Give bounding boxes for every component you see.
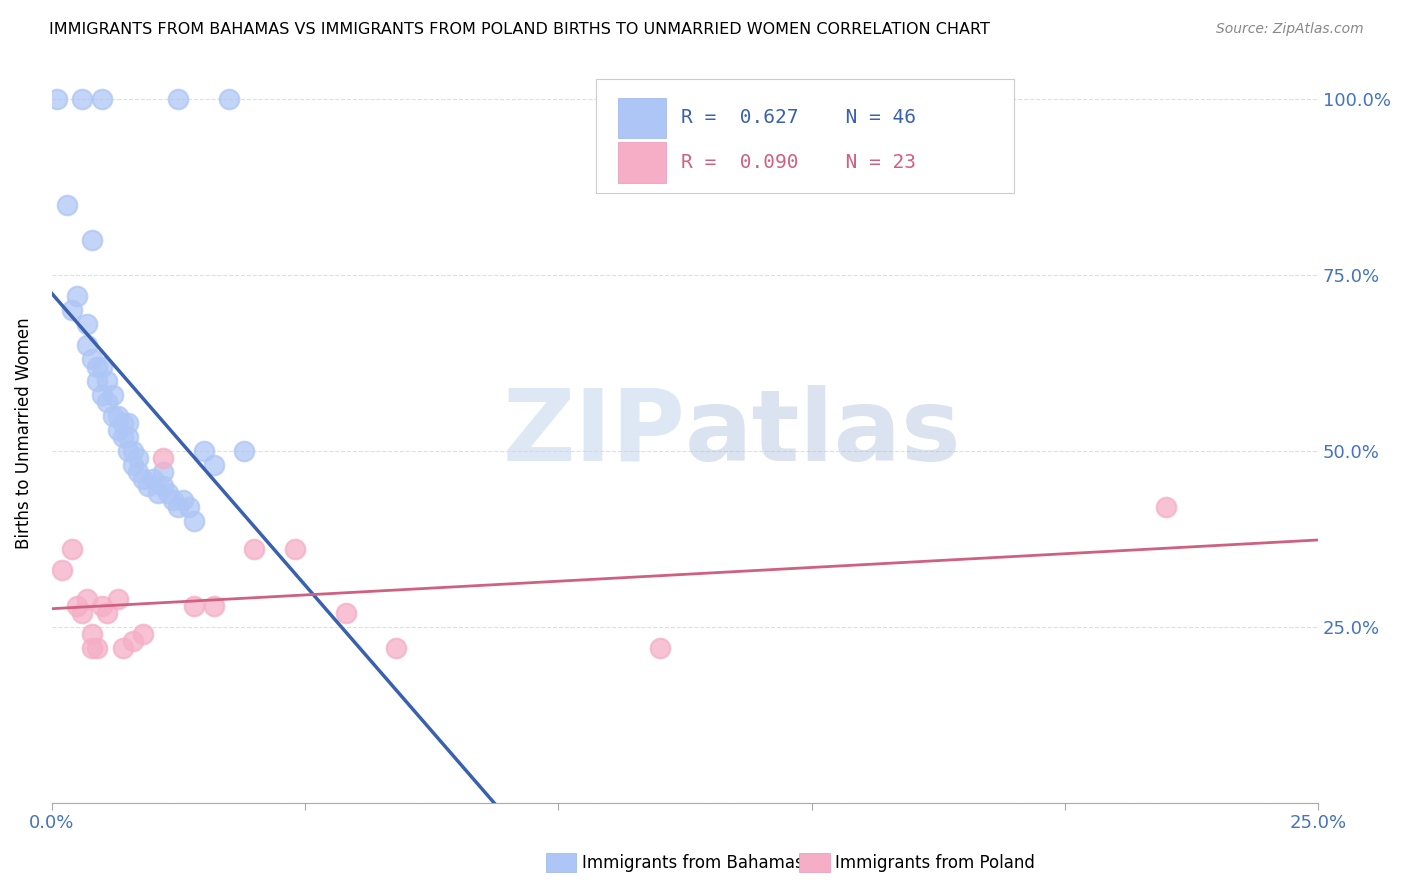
Point — [70, 92, 93, 106]
Point — [172, 493, 194, 508]
Point — [86, 359, 108, 374]
Text: R =  0.627    N = 46: R = 0.627 N = 46 — [681, 109, 917, 128]
Point — [132, 627, 155, 641]
Point — [132, 472, 155, 486]
Point — [45, 92, 67, 106]
Point — [111, 416, 134, 430]
Point — [202, 599, 225, 613]
Point — [183, 514, 205, 528]
FancyBboxPatch shape — [596, 78, 1014, 194]
Point — [96, 606, 118, 620]
Point — [233, 444, 256, 458]
Y-axis label: Births to Unmarried Women: Births to Unmarried Women — [15, 318, 32, 549]
Point — [121, 458, 143, 472]
Point — [86, 374, 108, 388]
Point — [335, 606, 357, 620]
Point — [107, 591, 129, 606]
Point — [60, 303, 83, 318]
Point — [157, 486, 180, 500]
Text: Immigrants from Poland: Immigrants from Poland — [835, 854, 1035, 871]
Bar — [617, 142, 666, 183]
Point — [76, 591, 98, 606]
Point — [1154, 500, 1177, 515]
Point — [66, 289, 89, 303]
Point — [70, 606, 93, 620]
Point — [76, 338, 98, 352]
Point — [177, 500, 200, 515]
Point — [66, 599, 89, 613]
Point — [117, 444, 139, 458]
Point — [167, 500, 190, 515]
Point — [101, 409, 124, 423]
Point — [117, 430, 139, 444]
Text: Source: ZipAtlas.com: Source: ZipAtlas.com — [1216, 22, 1364, 37]
Point — [51, 564, 73, 578]
Point — [142, 472, 165, 486]
Point — [183, 599, 205, 613]
Point — [76, 318, 98, 332]
Point — [96, 374, 118, 388]
Point — [60, 542, 83, 557]
Point — [152, 450, 174, 465]
Point — [91, 599, 114, 613]
Point — [86, 640, 108, 655]
Point — [82, 627, 104, 641]
Point — [117, 416, 139, 430]
Point — [152, 479, 174, 493]
Point — [91, 387, 114, 401]
Point — [152, 465, 174, 479]
Point — [121, 633, 143, 648]
Point — [56, 198, 79, 212]
Point — [136, 479, 159, 493]
Point — [111, 430, 134, 444]
Point — [107, 409, 129, 423]
Point — [107, 423, 129, 437]
Point — [121, 444, 143, 458]
Point — [243, 542, 266, 557]
Point — [111, 640, 134, 655]
Point — [91, 92, 114, 106]
Point — [167, 92, 190, 106]
Point — [96, 394, 118, 409]
Point — [202, 458, 225, 472]
Point — [91, 359, 114, 374]
Text: atlas: atlas — [685, 384, 962, 482]
Text: Immigrants from Bahamas: Immigrants from Bahamas — [582, 854, 804, 871]
Text: IMMIGRANTS FROM BAHAMAS VS IMMIGRANTS FROM POLAND BIRTHS TO UNMARRIED WOMEN CORR: IMMIGRANTS FROM BAHAMAS VS IMMIGRANTS FR… — [49, 22, 990, 37]
Point — [284, 542, 307, 557]
Point — [648, 640, 671, 655]
Point — [193, 444, 215, 458]
Point — [101, 387, 124, 401]
Point — [127, 450, 149, 465]
Point — [218, 92, 240, 106]
Point — [385, 640, 408, 655]
Point — [82, 352, 104, 367]
Point — [82, 640, 104, 655]
Point — [82, 233, 104, 247]
Text: ZIP: ZIP — [502, 384, 685, 482]
Text: R =  0.090    N = 23: R = 0.090 N = 23 — [681, 153, 917, 172]
Point — [146, 486, 169, 500]
Point — [162, 493, 184, 508]
Bar — [617, 97, 666, 138]
Point — [127, 465, 149, 479]
